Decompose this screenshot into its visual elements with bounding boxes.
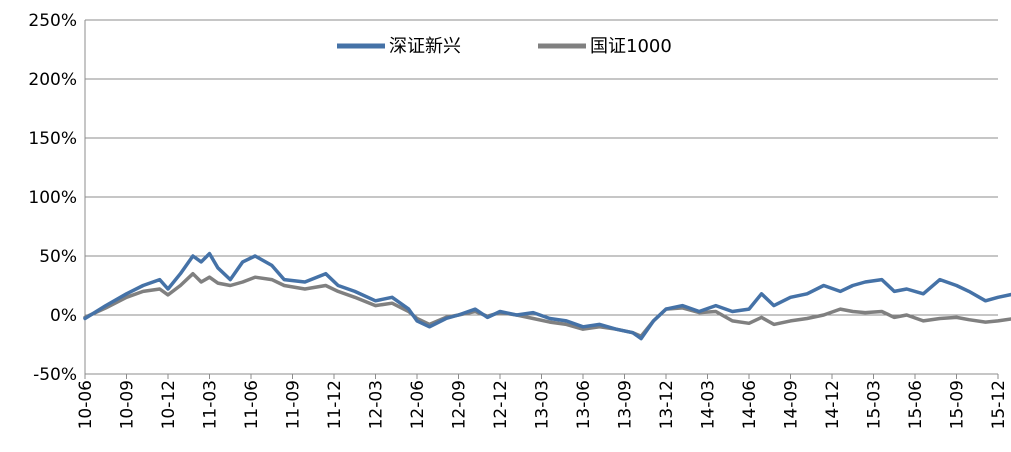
x-tick-label: 14-09	[782, 380, 802, 429]
legend-label-2: 国证1000	[590, 36, 672, 57]
legend: 深证新兴 国证1000	[337, 36, 672, 57]
x-tick-label: 12-06	[408, 380, 428, 429]
x-tick-label: 12-03	[367, 380, 387, 429]
x-tick-label: 13-06	[574, 380, 594, 429]
x-tick-label: 10-12	[159, 380, 179, 429]
y-tick-label: 150%	[28, 129, 77, 149]
legend-label-1: 深证新兴	[389, 36, 461, 57]
series-line-1	[83, 251, 1011, 341]
x-tick-label: 14-06	[740, 380, 760, 429]
x-tick-label: 10-09	[118, 380, 138, 429]
gridlines	[85, 19, 998, 375]
y-tick-label: 200%	[28, 70, 77, 90]
x-tick-label: 15-03	[865, 380, 885, 429]
x-tick-label: 11-09	[284, 380, 304, 429]
y-tick-label: 100%	[28, 188, 77, 208]
x-tick-label: 15-12	[989, 380, 1009, 429]
x-tick-label: 11-06	[242, 380, 262, 429]
x-tick-label: 15-09	[948, 380, 968, 429]
x-tick-label: 14-12	[823, 380, 843, 429]
x-tick-label: 15-06	[906, 380, 926, 429]
y-tick-label: 250%	[28, 11, 77, 31]
y-tick-label: 50%	[39, 247, 77, 267]
x-tick-label: 13-09	[616, 380, 636, 429]
x-tick-label: 11-03	[201, 380, 221, 429]
y-tick-label: -50%	[33, 365, 77, 385]
axes: -50% 0% 50% 100% 150% 200% 250% 10-06 10-09 10-12…	[28, 11, 1009, 429]
series-line-2	[83, 271, 1011, 338]
x-tick-label: 11-12	[325, 380, 345, 429]
series-lines	[83, 251, 1011, 341]
x-tick-label: 14-03	[699, 380, 719, 429]
x-tick-label: 10-06	[76, 380, 96, 429]
y-tick-label: 0%	[50, 306, 77, 326]
x-tick-label: 12-12	[491, 380, 511, 429]
x-tick-label: 13-12	[657, 380, 677, 429]
x-tick-label: 12-09	[450, 380, 470, 429]
x-tick-label: 13-03	[533, 380, 553, 429]
